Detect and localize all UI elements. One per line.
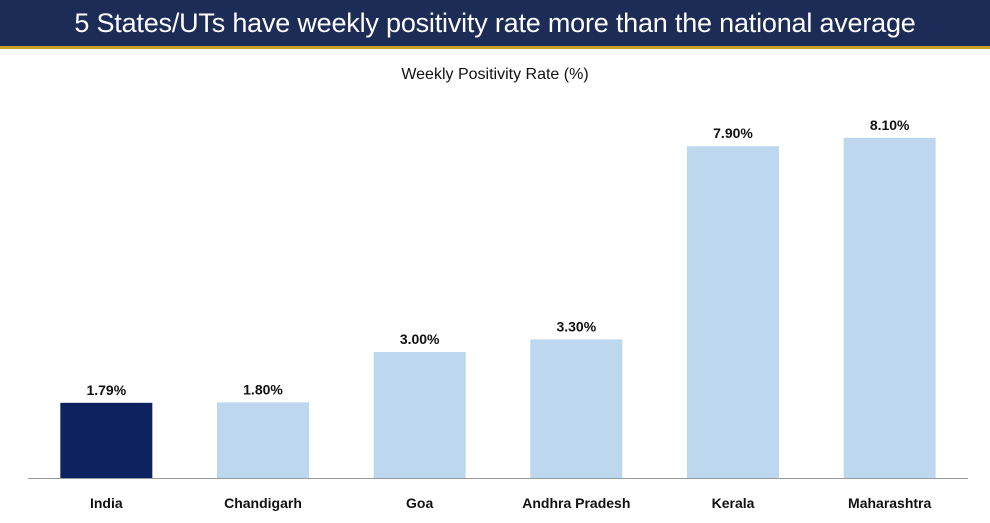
x-tick-label: Goa [406,495,433,511]
chart-title: Weekly Positivity Rate (%) [401,66,589,83]
banner-divider [0,46,990,49]
data-label: 1.79% [86,382,126,398]
data-label: 7.90% [713,125,753,141]
bar-goa [373,352,466,478]
bar-chandigarh [217,402,309,478]
data-label: 8.10% [870,117,910,133]
x-tick-label: Chandigarh [224,495,302,511]
bar-maharashtra [843,137,936,479]
bar-india [60,402,153,478]
x-tick-label: Maharashtra [848,495,931,511]
bar-kerala [687,146,779,478]
x-tick-label: India [90,495,123,511]
data-label: 1.80% [243,381,283,397]
x-tick-label: Andhra Pradesh [522,495,630,511]
data-label: 3.30% [556,318,596,334]
page-title: 5 States/UTs have weekly positivity rate… [0,0,990,46]
data-label: 3.00% [400,331,440,347]
bar-andhra-pradesh [530,339,623,478]
x-tick-label: Kerala [712,495,755,511]
